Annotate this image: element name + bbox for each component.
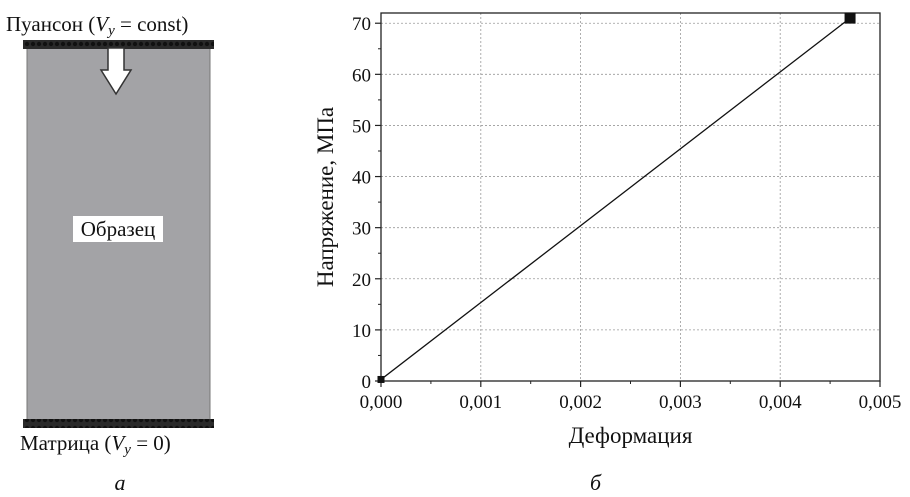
axis-ticks: 0,000 0,001 0,002 0,003 0,004 0,005 0 10 20 30 40 5… [352, 14, 901, 413]
series-line [380, 17, 851, 380]
load-arrow-icon [99, 47, 133, 96]
data-point [377, 375, 385, 383]
y-axis-title: Напряжение, МПа [313, 107, 338, 287]
panel-b-caption: б [590, 470, 602, 495]
punch-label: Пуансон (Vy = const) [6, 12, 188, 39]
x-tick-label: 0,004 [759, 392, 802, 413]
y-tick-label: 50 [352, 116, 371, 137]
x-axis-title: Деформация [569, 423, 693, 448]
sample-label: Образец [81, 217, 156, 241]
punch-plate [23, 40, 214, 49]
specimen-diagram: Пуансон (Vy = const) Образец Матрица (Vy… [6, 12, 214, 495]
stress-strain-chart: 0,000 0,001 0,002 0,003 0,004 0,005 0 10 20 30 40 5… [313, 12, 901, 495]
x-tick-label: 0,005 [859, 392, 902, 413]
x-tick-label: 0,002 [559, 392, 602, 413]
x-tick-label: 0,001 [459, 392, 502, 413]
data-series [377, 12, 856, 383]
plot-frame [380, 12, 881, 382]
data-point [844, 12, 856, 24]
y-tick-label: 30 [352, 219, 371, 240]
y-tick-label: 0 [362, 372, 372, 393]
die-label: Матрица (Vy = 0) [20, 431, 171, 458]
y-tick-label: 70 [352, 14, 371, 35]
panel-a-caption: а [115, 470, 126, 495]
y-tick-label: 40 [352, 168, 371, 189]
die-plate [23, 419, 214, 428]
x-tick-label: 0,003 [659, 392, 702, 413]
y-tick-label: 20 [352, 270, 371, 291]
sample-label-bg [73, 216, 163, 242]
y-tick-label: 60 [352, 65, 371, 86]
y-tick-label: 10 [352, 321, 371, 342]
grid [381, 13, 880, 381]
x-tick-label: 0,000 [360, 392, 403, 413]
